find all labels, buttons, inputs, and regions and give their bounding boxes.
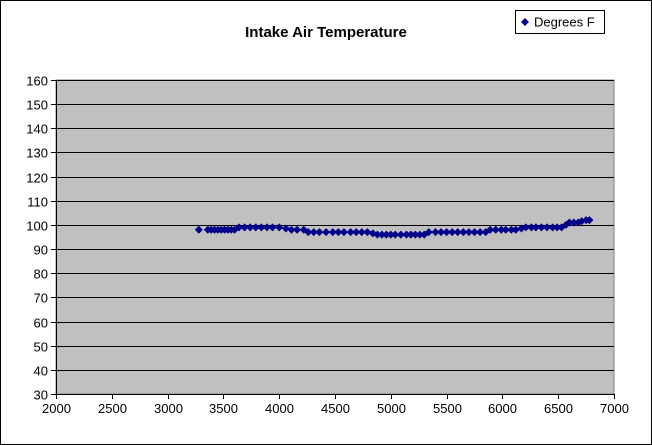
- data-point: [363, 228, 372, 237]
- x-tick-label: 5500: [433, 401, 462, 416]
- data-point: [511, 225, 520, 234]
- data-point: [442, 228, 451, 237]
- data-point: [402, 230, 411, 239]
- y-tick-label: 120: [26, 171, 48, 186]
- x-tick-label: 3000: [154, 401, 183, 416]
- y-tick-label: 90: [34, 243, 48, 258]
- y-tick-label: 160: [26, 74, 48, 89]
- legend-box: [515, 10, 605, 34]
- y-tick-label: 30: [34, 388, 48, 403]
- data-point: [373, 230, 382, 239]
- data-point: [262, 223, 271, 232]
- x-tick-label: 4000: [265, 401, 294, 416]
- data-point: [424, 228, 433, 237]
- data-point: [328, 228, 337, 237]
- data-point: [240, 223, 249, 232]
- data-point: [537, 223, 546, 232]
- data-point: [235, 223, 244, 232]
- x-tick-label: 2500: [98, 401, 127, 416]
- data-point: [386, 230, 395, 239]
- data-point: [281, 224, 290, 233]
- data-point: [453, 228, 462, 237]
- chart-title: Intake Air Temperature: [245, 24, 407, 41]
- data-point: [315, 228, 324, 237]
- data-point: [486, 225, 495, 234]
- series-degrees-f: [194, 216, 594, 239]
- data-point: [352, 228, 361, 237]
- y-tick-label: 80: [34, 267, 48, 282]
- data-point: [194, 225, 203, 234]
- legend-marker-diamond-icon: [521, 18, 529, 26]
- data-point: [553, 223, 562, 232]
- data-point: [334, 228, 343, 237]
- plot-area: 30 40 50 60 70 80 90 100 110 120 130 140 150 160 2000 2…: [26, 74, 629, 417]
- data-point: [531, 223, 540, 232]
- data-point: [448, 228, 457, 237]
- x-tick-label: 2000: [42, 401, 71, 416]
- data-point: [251, 223, 260, 232]
- data-point: [491, 225, 500, 234]
- data-point: [543, 223, 552, 232]
- data-point: [346, 228, 355, 237]
- data-point: [507, 225, 516, 234]
- data-point: [569, 218, 578, 227]
- data-point: [437, 228, 446, 237]
- legend: Degrees F: [515, 10, 605, 34]
- data-point: [268, 223, 277, 232]
- y-tick-label: 50: [34, 340, 48, 355]
- y-tick-label: 100: [26, 219, 48, 234]
- data-point: [470, 228, 479, 237]
- data-point: [287, 225, 296, 234]
- data-point: [501, 225, 510, 234]
- x-tick-label: 3500: [209, 401, 238, 416]
- data-point: [548, 223, 557, 232]
- data-point: [257, 223, 266, 232]
- data-point: [431, 228, 440, 237]
- data-point: [396, 230, 405, 239]
- data-point: [339, 228, 348, 237]
- y-tick-label: 140: [26, 122, 48, 137]
- x-tick-label: 4500: [321, 401, 350, 416]
- data-point: [357, 228, 366, 237]
- data-point: [411, 230, 420, 239]
- data-point: [322, 228, 331, 237]
- y-tick-label: 110: [27, 195, 48, 210]
- data-point: [406, 230, 415, 239]
- y-tick-label: 70: [34, 291, 48, 306]
- y-tick-label: 40: [34, 364, 48, 379]
- data-point: [585, 216, 594, 225]
- data-point: [293, 225, 302, 234]
- data-point: [382, 230, 391, 239]
- data-point: [377, 230, 386, 239]
- plot-background: [55, 79, 615, 395]
- data-point: [415, 230, 424, 239]
- data-point: [459, 228, 468, 237]
- data-point: [527, 223, 536, 232]
- data-point: [275, 223, 284, 232]
- data-point: [476, 228, 485, 237]
- data-point: [521, 223, 530, 232]
- x-tick-label: 6500: [544, 401, 573, 416]
- y-tick-label: 150: [26, 98, 48, 113]
- data-point: [246, 223, 255, 232]
- x-tick-label: 5000: [377, 401, 406, 416]
- data-point: [497, 225, 506, 234]
- x-tick-label: 7000: [600, 401, 629, 416]
- y-tick-label: 130: [26, 146, 48, 161]
- data-point: [464, 228, 473, 237]
- data-point: [565, 218, 574, 227]
- x-tick-label: 6000: [488, 401, 517, 416]
- data-point: [304, 228, 313, 237]
- y-tick-label: 60: [34, 316, 48, 331]
- data-point: [309, 228, 318, 237]
- data-point: [391, 230, 400, 239]
- legend-label: Degrees F: [534, 15, 595, 30]
